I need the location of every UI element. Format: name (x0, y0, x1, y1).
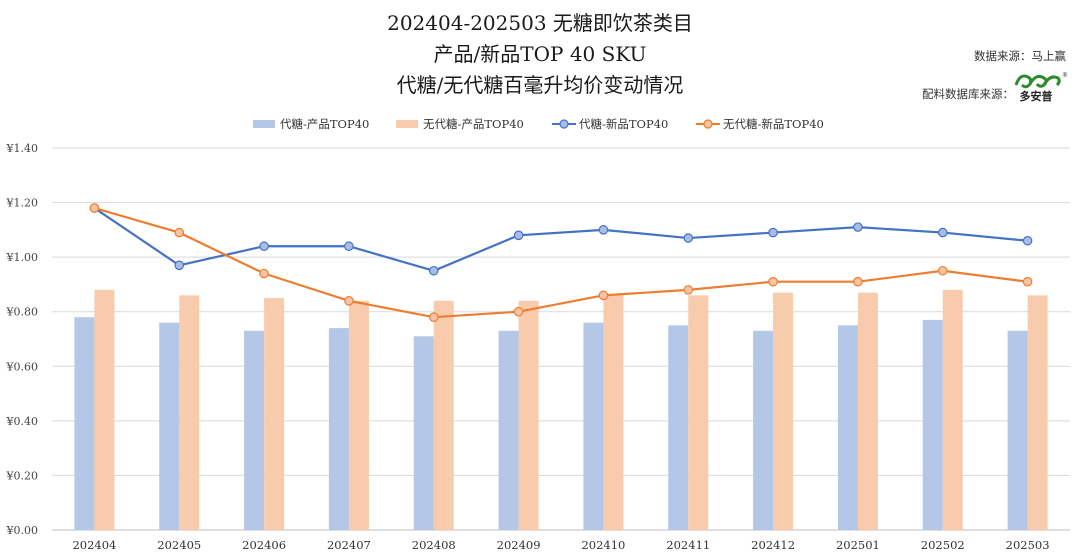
bar-sub-product (413, 336, 434, 530)
bar-sub-product (498, 330, 519, 530)
point-sub-new (598, 225, 609, 235)
x-tick-label: 202501 (836, 538, 880, 552)
bar-sub-product (159, 322, 180, 530)
point-nosub-new (513, 306, 524, 317)
bar-sub-product (753, 330, 774, 530)
point-nosub-new (853, 276, 863, 287)
y-tick-label: ¥0.00 (6, 524, 39, 537)
bar-sub-product (583, 322, 604, 530)
legend-label: 无代糖-新品TOP40 (723, 117, 824, 131)
y-axis-ticks: ¥0.00 ¥0.20 ¥0.40 ¥0.60 ¥0.80 ¥1.00 ¥1.20 ¥1.40 (6, 142, 39, 537)
point-nosub-new (174, 227, 185, 238)
x-tick-label: 202408 (412, 538, 456, 552)
bar-nosub-product (179, 295, 200, 530)
point-sub-new (937, 227, 948, 238)
legend-marker (703, 119, 713, 129)
point-nosub-new (768, 276, 778, 287)
data-source-label: 数据来源：马上赢 (974, 49, 1066, 63)
bar-sub-product (244, 330, 265, 530)
point-nosub-new (1022, 276, 1033, 287)
legend-label: 代糖-产品TOP40 (280, 117, 369, 131)
x-tick-label: 202503 (1006, 538, 1050, 552)
legend-label: 无代糖-产品TOP40 (423, 117, 524, 131)
legend: 代糖-产品TOP40 无代糖-产品TOP40 代糖-新品TOP40 无代糖-新品TOP… (253, 117, 824, 131)
y-tick-label: ¥0.40 (6, 415, 39, 428)
bar-sub-product (837, 325, 858, 530)
line-nosub-new (94, 206, 1028, 319)
ingredient-source-label: 配料数据库来源： (922, 87, 1014, 101)
x-tick-label: 202409 (497, 538, 541, 552)
line-sub-new (93, 207, 1028, 272)
bar-sub-product (668, 325, 689, 530)
x-tick-label: 202405 (157, 538, 201, 552)
point-sub-new (344, 241, 354, 252)
y-tick-label: ¥0.80 (6, 306, 39, 319)
bar-nosub-product (518, 300, 539, 530)
legend-swatch (396, 120, 418, 128)
bar-sub-product (328, 328, 349, 530)
chart-title: 202404-202503 无糖即饮茶类目 产品/新品TOP 40 SKU 代糖… (0, 8, 1080, 101)
logo-text: 多安普 (1019, 90, 1053, 103)
point-sub-new (1022, 235, 1033, 246)
y-tick-label: ¥0.60 (6, 360, 39, 373)
point-sub-new (853, 222, 863, 232)
bar-sub-product (1007, 330, 1028, 530)
point-sub-new (683, 233, 694, 243)
bars (74, 289, 1048, 530)
logo-registered-mark: ® (1062, 72, 1068, 79)
point-sub-new (768, 227, 778, 238)
point-nosub-new (598, 290, 609, 301)
x-axis-ticks: 202404 202405 202406 202407 202408 202409 2024… (72, 538, 1049, 552)
y-tick-label: ¥1.00 (6, 251, 39, 264)
y-tick-label: ¥1.40 (6, 142, 39, 155)
bar-sub-product (74, 317, 95, 530)
bar-nosub-product (433, 300, 454, 530)
x-tick-label: 202410 (581, 538, 625, 552)
logo-mark-icon: ® (1014, 72, 1068, 89)
legend-marker (559, 119, 569, 129)
bar-nosub-product (264, 298, 285, 530)
point-sub-new (259, 241, 269, 252)
bar-nosub-product (857, 292, 878, 530)
bar-nosub-product (348, 300, 369, 530)
duoanpu-logo: ® 多安普 (1012, 70, 1068, 104)
bar-sub-product (922, 319, 943, 530)
title-line-1: 202404-202503 无糖即饮茶类目 (387, 11, 693, 35)
y-tick-label: ¥0.20 (6, 469, 39, 482)
x-tick-label: 202404 (72, 538, 116, 552)
point-nosub-new (89, 203, 100, 213)
point-nosub-new (428, 312, 439, 322)
point-nosub-new (937, 265, 948, 276)
legend-swatch (253, 120, 275, 128)
x-tick-label: 202411 (666, 538, 710, 552)
bar-nosub-product (1027, 295, 1048, 530)
point-sub-new (174, 260, 185, 271)
y-tick-label: ¥1.20 (6, 197, 39, 210)
point-sub-new (513, 230, 524, 241)
bar-nosub-product (942, 289, 963, 530)
title-line-3: 代糖/无代糖百毫升均价变动情况 (396, 73, 684, 97)
point-nosub-new (259, 268, 269, 279)
legend-label: 代糖-新品TOP40 (579, 117, 668, 131)
x-tick-label: 202412 (751, 538, 795, 552)
x-tick-label: 202406 (242, 538, 286, 552)
point-nosub-new (344, 295, 354, 306)
lines (89, 203, 1033, 322)
bar-nosub-product (94, 289, 115, 530)
title-line-2: 产品/新品TOP 40 SKU (433, 42, 647, 66)
x-tick-label: 202502 (921, 538, 965, 552)
point-sub-new (428, 265, 439, 276)
x-tick-label: 202407 (327, 538, 371, 552)
bar-nosub-product (603, 295, 624, 530)
grid-lines (52, 147, 1070, 531)
bar-nosub-product (773, 292, 794, 530)
point-nosub-new (683, 285, 694, 295)
bar-nosub-product (688, 295, 709, 530)
